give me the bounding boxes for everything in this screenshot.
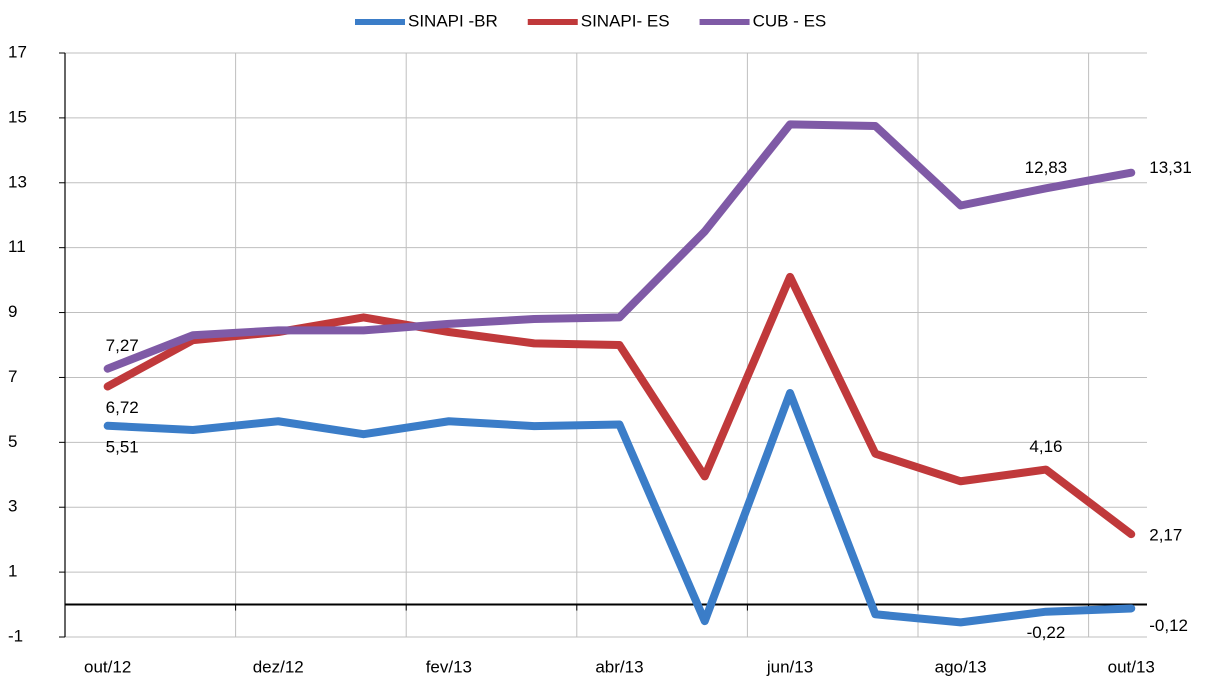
y-tick-label: 9: [8, 302, 17, 321]
data-label: 12,83: [1025, 158, 1068, 177]
series-line: [103, 389, 1136, 627]
x-tick-label: abr/13: [595, 657, 643, 676]
data-label: 6,72: [106, 398, 139, 417]
data-label: 5,51: [106, 437, 139, 456]
y-tick-label: 7: [8, 367, 17, 386]
data-label: 13,31: [1149, 158, 1192, 177]
x-tick-label: out/12: [84, 657, 131, 676]
series-line: [103, 120, 1136, 373]
x-tick-label: fev/13: [426, 657, 472, 676]
y-tick-label: 15: [8, 107, 27, 126]
data-label: -0,22: [1027, 623, 1066, 642]
x-tick-label: ago/13: [935, 657, 987, 676]
data-label: 7,27: [106, 336, 139, 355]
data-label: 4,16: [1029, 437, 1062, 456]
y-tick-label: 3: [8, 497, 17, 516]
x-tick-label: out/13: [1108, 657, 1155, 676]
y-tick-label: 1: [8, 562, 17, 581]
legend-label: SINAPI- ES: [581, 11, 670, 30]
x-tick-label: jun/13: [766, 657, 813, 676]
legend-label: CUB - ES: [753, 11, 827, 30]
y-tick-label: -1: [8, 626, 23, 645]
legend-label: SINAPI -BR: [408, 11, 498, 30]
y-tick-label: 13: [8, 172, 27, 191]
y-tick-label: 11: [8, 237, 26, 256]
data-label: 2,17: [1149, 526, 1182, 545]
y-tick-label: 5: [8, 432, 17, 451]
y-tick-label: 17: [8, 42, 27, 61]
data-label: -0,12: [1149, 616, 1188, 635]
x-tick-label: dez/12: [253, 657, 304, 676]
